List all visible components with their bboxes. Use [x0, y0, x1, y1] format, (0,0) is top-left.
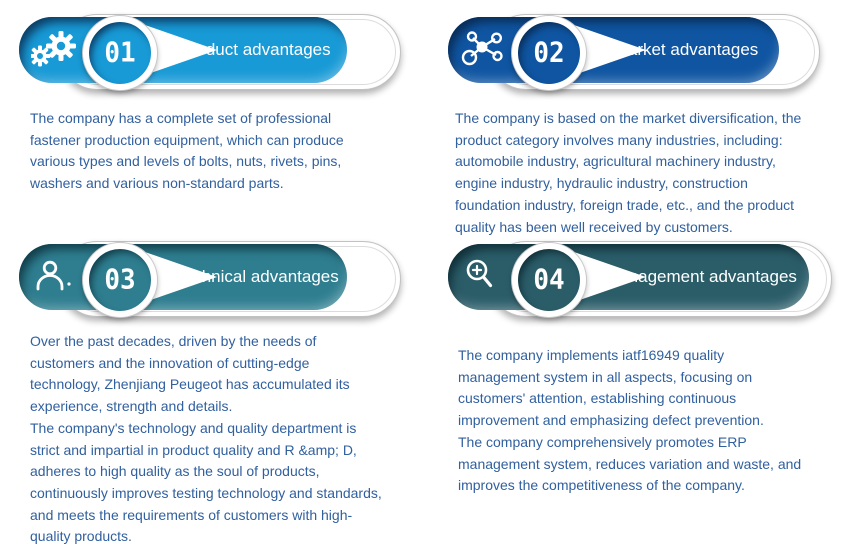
section-number: 02 [533, 37, 565, 69]
number-badge: 04 [512, 243, 586, 317]
banner-product: 01 Product advantages [19, 14, 429, 94]
section-body-text: The company implements iatf16949 quality… [458, 347, 802, 494]
section-management-advantages: 04 Management advantages The company imp… [448, 241, 858, 541]
number-badge: 03 [83, 243, 157, 317]
section-body-text: Over the past decades, driven by the nee… [30, 333, 382, 545]
section-body-text: The company has a complete set of profes… [30, 110, 344, 192]
network-nodes-icon [460, 29, 506, 71]
section-body-text: The company is based on the market diver… [455, 110, 802, 235]
arrow-right-icon [145, 252, 223, 302]
section-number: 04 [533, 264, 565, 296]
section-title: Management advantages [605, 267, 797, 286]
banner-technical: 03 Technical advantages [19, 241, 429, 321]
section-number: 03 [104, 264, 136, 296]
section-market-advantages: 02 Market advantages The company is base… [448, 14, 858, 314]
person-icon [31, 256, 77, 298]
gears-icon [31, 29, 77, 71]
section-number: 01 [104, 37, 136, 69]
section-title: Product advantages [179, 40, 331, 59]
section-title: Market advantages [613, 40, 759, 59]
section-title: Technical advantages [175, 267, 339, 286]
number-badge: 02 [512, 16, 586, 90]
section-technical-advantages: 03 Technical advantages Over the past de… [19, 241, 429, 544]
arrow-right-icon [145, 25, 223, 75]
arrow-right-icon [574, 25, 652, 75]
section-product-advantages: 01 Product advantages The company has a … [19, 14, 429, 314]
banner-market: 02 Market advantages [448, 14, 858, 94]
arrow-right-icon [574, 252, 652, 302]
magnifier-zoom-in-icon [460, 256, 506, 298]
number-badge: 01 [83, 16, 157, 90]
banner-management: 04 Management advantages [448, 241, 858, 321]
